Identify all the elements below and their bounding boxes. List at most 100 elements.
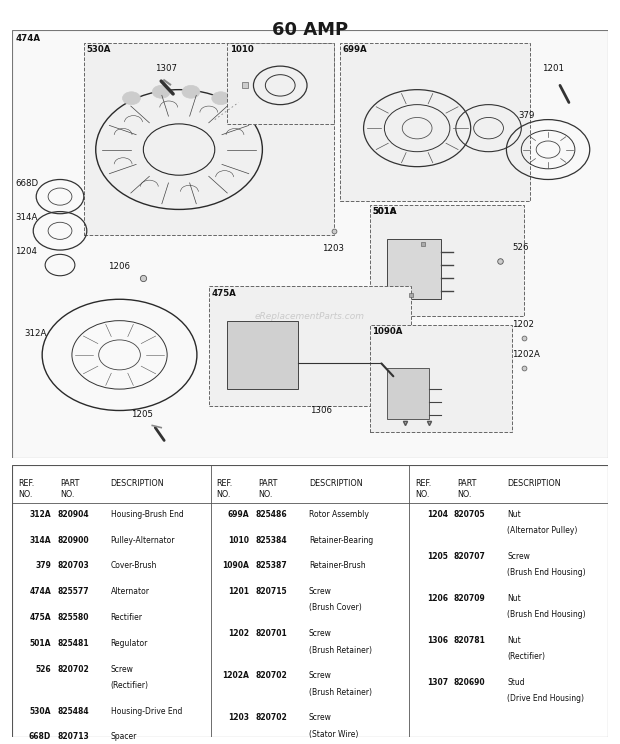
Circle shape	[182, 86, 200, 98]
Text: Cover-Brush: Cover-Brush	[110, 562, 157, 571]
Text: 526: 526	[35, 664, 51, 673]
Text: 699A: 699A	[228, 510, 249, 519]
Text: 501A: 501A	[373, 208, 397, 217]
Text: 825387: 825387	[255, 562, 287, 571]
Text: 825384: 825384	[255, 536, 287, 545]
Text: 668D: 668D	[16, 179, 38, 188]
Text: 474A: 474A	[29, 587, 51, 596]
Text: 1205: 1205	[131, 410, 153, 419]
Text: 1204: 1204	[427, 510, 448, 519]
Text: 1090A: 1090A	[373, 327, 403, 336]
Bar	[388, 368, 429, 419]
Text: 1203: 1203	[322, 243, 344, 253]
Text: 1201: 1201	[542, 63, 564, 72]
Text: 1206: 1206	[108, 263, 130, 272]
Bar	[227, 321, 298, 389]
Text: 820713: 820713	[57, 733, 89, 742]
Text: 474A: 474A	[16, 34, 40, 43]
Text: 820703: 820703	[57, 562, 89, 571]
Text: 1202A: 1202A	[512, 350, 540, 359]
Bar	[388, 240, 441, 299]
Text: PART
NO.: PART NO.	[457, 478, 476, 498]
Text: 501A: 501A	[373, 208, 397, 217]
Text: Screw: Screw	[309, 629, 332, 638]
Text: 1010: 1010	[229, 45, 254, 54]
Text: REF.
NO.: REF. NO.	[217, 478, 233, 498]
Text: (Rectifier): (Rectifier)	[110, 681, 149, 690]
Text: Screw: Screw	[309, 713, 332, 722]
Text: 820707: 820707	[454, 552, 485, 561]
Text: 1307: 1307	[427, 679, 448, 687]
Text: 501A: 501A	[30, 639, 51, 648]
Text: Screw: Screw	[507, 552, 530, 561]
Text: Pulley-Alternator: Pulley-Alternator	[110, 536, 175, 545]
Text: Retainer-Bearing: Retainer-Bearing	[309, 536, 373, 545]
Text: 1307: 1307	[155, 63, 177, 72]
Text: 314A: 314A	[16, 214, 38, 222]
Text: Retainer-Brush: Retainer-Brush	[309, 562, 366, 571]
Text: 1201: 1201	[228, 587, 249, 596]
Text: Rotor Assembly: Rotor Assembly	[309, 510, 369, 519]
Text: 820715: 820715	[255, 587, 287, 596]
Text: 820701: 820701	[255, 629, 287, 638]
Bar	[340, 42, 530, 201]
Text: 1010: 1010	[228, 536, 249, 545]
Text: (Brush End Housing): (Brush End Housing)	[507, 610, 586, 619]
Text: Regulator: Regulator	[110, 639, 148, 648]
Circle shape	[153, 86, 170, 98]
Text: Alternator: Alternator	[110, 587, 149, 596]
Text: 699A: 699A	[343, 45, 368, 54]
Text: (Drive End Housing): (Drive End Housing)	[507, 694, 585, 704]
Text: Nut: Nut	[507, 510, 521, 519]
Bar	[381, 355, 399, 368]
Text: Rectifier: Rectifier	[110, 613, 143, 622]
Bar	[370, 325, 512, 432]
Text: Stud: Stud	[507, 679, 525, 687]
Text: PART
NO.: PART NO.	[60, 478, 79, 498]
Text: (Brush End Housing): (Brush End Housing)	[507, 568, 586, 577]
Text: 1204: 1204	[16, 248, 37, 257]
Text: Screw: Screw	[309, 587, 332, 596]
Text: 379: 379	[518, 111, 534, 120]
Text: REF.
NO.: REF. NO.	[19, 478, 35, 498]
Text: 475A: 475A	[30, 613, 51, 622]
Text: PART
NO.: PART NO.	[259, 478, 278, 498]
Text: (Brush Cover): (Brush Cover)	[309, 603, 361, 612]
Bar	[227, 42, 334, 124]
Text: 1202: 1202	[512, 321, 534, 330]
Text: 820904: 820904	[57, 510, 89, 519]
Text: 820900: 820900	[57, 536, 89, 545]
Bar	[84, 42, 334, 235]
Text: 1306: 1306	[310, 405, 332, 414]
Text: 825577: 825577	[57, 587, 89, 596]
Text: 314A: 314A	[30, 536, 51, 545]
Text: (Brush Retainer): (Brush Retainer)	[309, 687, 372, 696]
Text: Spacer: Spacer	[110, 733, 137, 742]
Text: 820702: 820702	[57, 664, 89, 673]
Text: 526: 526	[512, 243, 529, 252]
Bar	[209, 286, 411, 406]
Text: Nut: Nut	[507, 636, 521, 645]
Text: Screw: Screw	[110, 664, 133, 673]
Text: (Stator Wire): (Stator Wire)	[309, 730, 358, 739]
Text: Nut: Nut	[507, 594, 521, 603]
Text: 1205: 1205	[427, 552, 448, 561]
Text: DESCRIPTION: DESCRIPTION	[309, 478, 363, 487]
Text: Screw: Screw	[309, 671, 332, 680]
Text: 1202: 1202	[228, 629, 249, 638]
Text: 1202A: 1202A	[223, 671, 249, 680]
Text: 825580: 825580	[57, 613, 89, 622]
Text: eReplacementParts.com: eReplacementParts.com	[255, 312, 365, 321]
Text: 825484: 825484	[57, 707, 89, 716]
Text: 820702: 820702	[255, 671, 287, 680]
Text: 1206: 1206	[427, 594, 448, 603]
Text: DESCRIPTION: DESCRIPTION	[110, 478, 164, 487]
Text: 820690: 820690	[454, 679, 485, 687]
Circle shape	[123, 92, 140, 105]
Text: 1306: 1306	[427, 636, 448, 645]
Text: 312A: 312A	[30, 510, 51, 519]
Text: 60 AMP: 60 AMP	[272, 21, 348, 39]
Text: 820709: 820709	[454, 594, 485, 603]
Text: 1090A: 1090A	[223, 562, 249, 571]
Text: Housing-Brush End: Housing-Brush End	[110, 510, 184, 519]
